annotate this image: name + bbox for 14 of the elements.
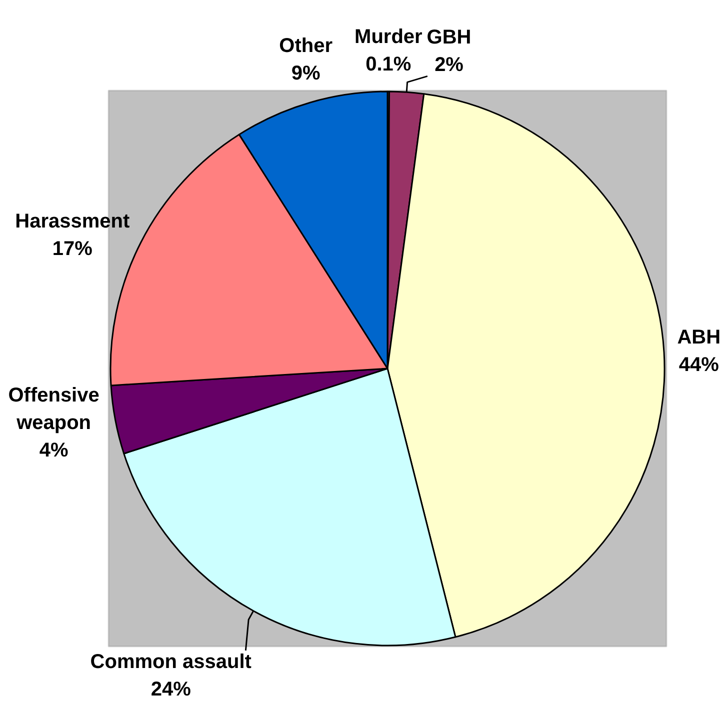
data-label: 4% [39, 439, 68, 462]
slice-label: GBH [426, 26, 472, 48]
data-label: 24% [150, 678, 192, 700]
slice-label: ABH [677, 326, 721, 349]
slice-label: Offensive weapon [8, 384, 100, 434]
slice-label: Other [279, 34, 333, 57]
data-label: 2% [434, 54, 464, 76]
data-label: 44% [678, 354, 720, 376]
data-label: 17% [52, 238, 93, 260]
slice-label: Murder [354, 26, 423, 48]
data-label: 9% [291, 62, 321, 84]
slice-label: Common assault [90, 650, 252, 673]
data-label: 0.1% [366, 53, 412, 76]
slice-label: Harassment [15, 210, 130, 232]
